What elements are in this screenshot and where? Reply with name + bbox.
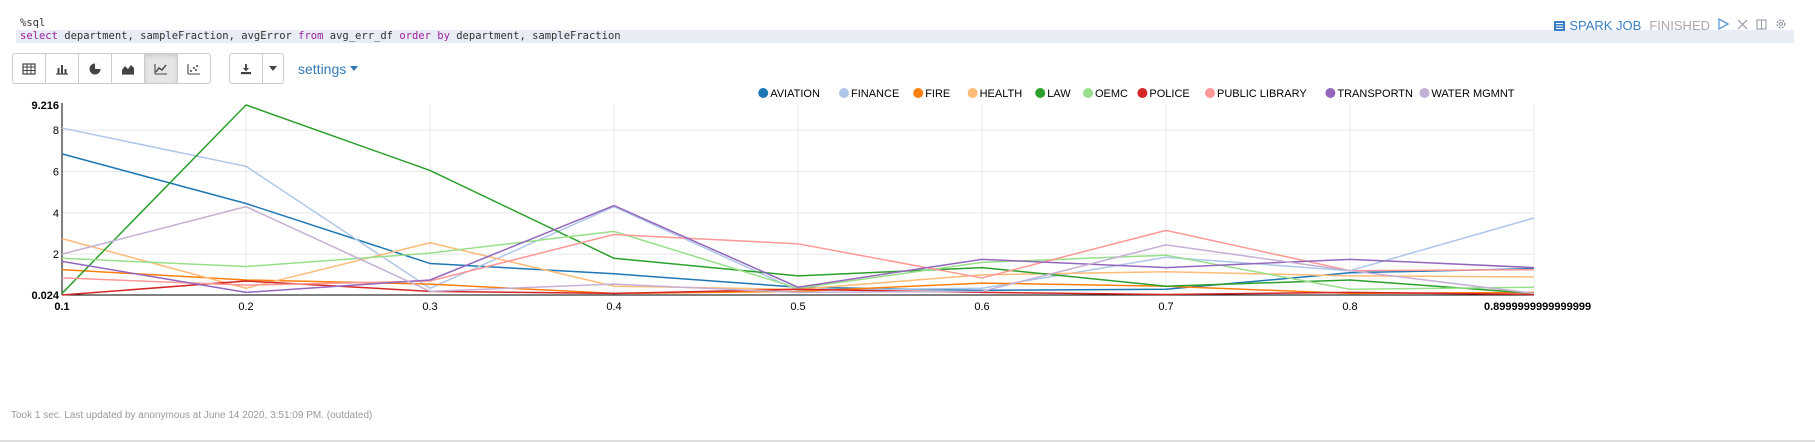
- spark-job-icon: [1554, 20, 1566, 31]
- x-tick-label: 0.3: [422, 301, 437, 313]
- paragraph-status-bar: SPARK JOB FINISHED: [1554, 17, 1787, 33]
- sql-keyword: from: [298, 30, 324, 42]
- series-line-fire: [61, 268, 1535, 295]
- legend-label: AVIATION: [770, 88, 820, 100]
- legend-label: PUBLIC LIBRARY: [1217, 88, 1307, 100]
- bar-chart-icon: [56, 64, 68, 75]
- x-tick-label: 0.2: [238, 301, 253, 313]
- legend-label: FINANCE: [851, 88, 899, 100]
- legend-label: TRANSPORTN: [1337, 88, 1413, 100]
- sql-keyword: by: [437, 30, 450, 42]
- x-tick-label: 0.8: [1342, 301, 1357, 313]
- series-line-water-mgmnt: [61, 205, 1535, 295]
- settings-dropdown[interactable]: settings: [298, 53, 359, 84]
- series-line-oemc: [61, 230, 1535, 291]
- chevron-down-icon: [269, 66, 277, 71]
- spark-job-label: SPARK JOB: [1569, 18, 1642, 33]
- bar-chart-button[interactable]: [45, 53, 79, 84]
- legend-label: WATER MGMNT: [1431, 88, 1514, 100]
- area-chart-icon: [122, 64, 134, 75]
- legend-swatch: [967, 88, 978, 98]
- book-icon[interactable]: [1756, 18, 1767, 33]
- x-tick-label: 0.5: [790, 301, 805, 313]
- x-tick-label: 0.6: [974, 301, 989, 313]
- pie-chart-button[interactable]: [78, 53, 112, 84]
- paragraph-divider: [0, 440, 1815, 442]
- paragraph-footer: Took 1 sec. Last updated by anonymous at…: [11, 410, 373, 421]
- download-button-group: [229, 53, 284, 84]
- y-tick-label: 0.024: [31, 290, 59, 302]
- legend-swatch: [839, 88, 849, 98]
- legend-swatch: [1083, 88, 1093, 98]
- area-chart-button[interactable]: [111, 53, 145, 84]
- download-dropdown-button[interactable]: [262, 53, 284, 84]
- visualization-toolbar: settings: [12, 53, 359, 84]
- x-tick-label: 0.1: [54, 301, 69, 313]
- spark-job-link[interactable]: SPARK JOB: [1554, 18, 1641, 33]
- legend-swatch: [1325, 88, 1336, 98]
- line-chart-icon: [154, 63, 167, 75]
- sql-text: avg_err_df: [323, 30, 400, 42]
- series-line-law: [61, 104, 1535, 295]
- visualization-button-group: [12, 53, 211, 84]
- chevron-down-icon: [350, 66, 359, 71]
- x-tick-label: 0.7: [1158, 301, 1173, 313]
- editor-line-interpreter: %sql: [20, 17, 46, 29]
- status-badge: FINISHED: [1649, 18, 1710, 33]
- line-chart-button[interactable]: [144, 53, 178, 84]
- legend-label: POLICE: [1149, 88, 1189, 100]
- download-button[interactable]: [229, 53, 263, 84]
- scatter-chart-button[interactable]: [177, 53, 211, 84]
- legend-label: OEMC: [1095, 88, 1128, 100]
- sql-text: department, sampleFraction: [449, 30, 621, 42]
- scatter-chart-icon: [187, 63, 200, 75]
- x-tick-label: 0.8999999999999999: [1484, 301, 1591, 313]
- download-icon: [241, 63, 251, 74]
- expand-icon[interactable]: [1737, 18, 1748, 33]
- series-line-finance: [61, 127, 1535, 292]
- pie-chart-icon: [89, 63, 101, 74]
- y-tick-label: 9.216: [31, 100, 59, 112]
- legend-swatch: [1137, 88, 1148, 98]
- sql-keyword: order: [399, 30, 431, 42]
- legend-swatch: [1419, 88, 1430, 98]
- legend-label: FIRE: [925, 88, 950, 100]
- legend-label: HEALTH: [980, 88, 1023, 100]
- legend-swatch: [1205, 88, 1215, 98]
- y-tick-label: 2: [53, 249, 59, 261]
- y-tick-label: 4: [53, 208, 59, 220]
- run-icon[interactable]: [1718, 17, 1730, 33]
- editor-line-query: select department, sampleFraction, avgEr…: [16, 30, 1794, 43]
- y-tick-label: 8: [53, 125, 59, 137]
- legend-label: LAW: [1047, 88, 1071, 100]
- sql-keyword: select: [20, 30, 58, 42]
- legend-swatch: [758, 88, 769, 98]
- settings-label: settings: [298, 60, 347, 77]
- y-tick-label: 6: [53, 166, 59, 178]
- x-tick-label: 0.4: [606, 301, 621, 313]
- code-editor[interactable]: %sql select department, sampleFraction, …: [16, 16, 1794, 44]
- legend-swatch: [913, 88, 924, 98]
- series-line-public-library: [61, 229, 1535, 286]
- table-icon: [22, 62, 36, 75]
- gear-icon[interactable]: [1775, 18, 1787, 33]
- sql-text: department, sampleFraction, avgError: [57, 30, 299, 42]
- legend-swatch: [1035, 88, 1046, 98]
